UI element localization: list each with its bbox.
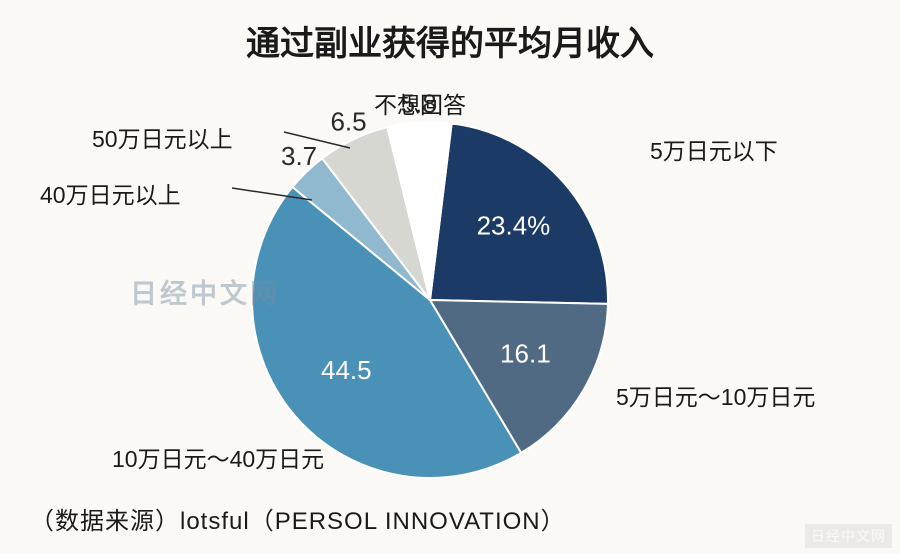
bottom-logo: 日经中文网 <box>805 524 892 548</box>
slice-value-under5: 23.4% <box>477 211 551 241</box>
slice-label-noanswer: 不想回答 <box>374 86 466 120</box>
slice-label-over40: 40万日元以上 <box>40 176 181 210</box>
slice-value-5to10: 16.1 <box>500 338 551 368</box>
slice-label-over50: 50万日元以上 <box>92 120 233 154</box>
slice-label-10to40: 10万日元～40万日元 <box>112 440 324 474</box>
slice-value-over50: 6.5 <box>330 107 366 137</box>
source-text: （数据来源）lotsful（PERSOL INNOVATION） <box>30 501 566 536</box>
slice-value-10to40: 44.5 <box>321 355 372 385</box>
slice-label-5to10: 5万日元～10万日元 <box>616 378 815 412</box>
slice-value-over40: 3.7 <box>281 141 317 171</box>
slice-label-under5: 5万日元以下 <box>650 132 778 166</box>
